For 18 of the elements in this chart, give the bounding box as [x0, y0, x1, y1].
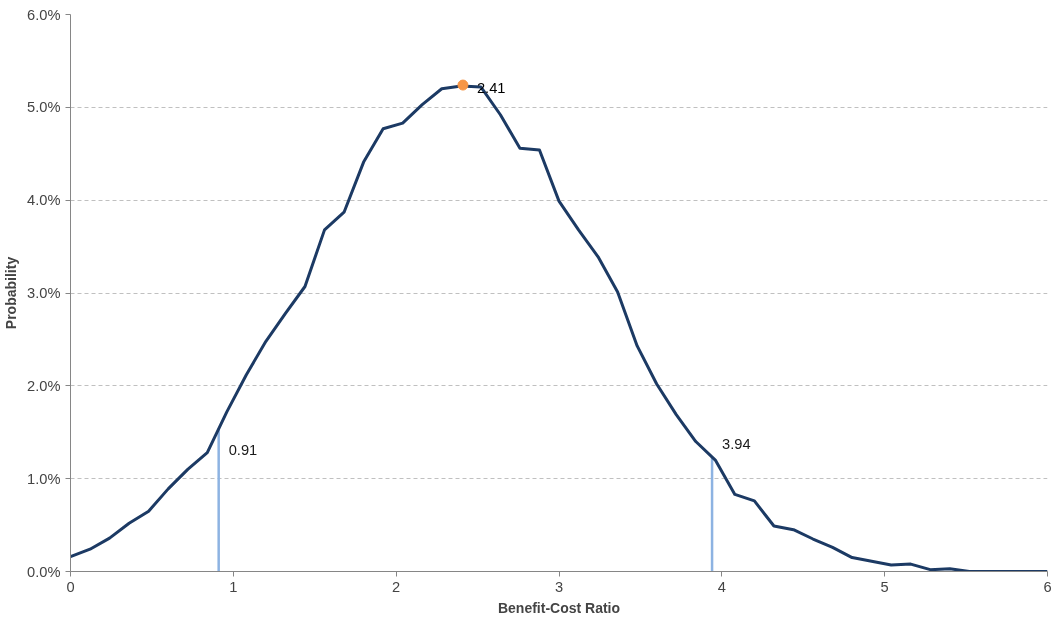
ref-line-label: 0.91	[228, 441, 258, 458]
x-tick-label: 5	[880, 578, 889, 595]
y-tick-label: 5.0%	[27, 99, 61, 116]
y-tick-label: 6.0%	[27, 6, 61, 23]
y-tick-label: 4.0%	[27, 192, 61, 209]
y-tick-label: 1.0%	[27, 470, 61, 487]
y-axis-title: Probability	[3, 256, 20, 330]
x-axis-title: Benefit-Cost Ratio	[497, 599, 621, 616]
x-tick-label: 1	[229, 578, 238, 595]
y-tick-label: 2.0%	[27, 377, 61, 394]
x-tick-label: 2	[392, 578, 401, 595]
y-tick-label: 0.0%	[27, 563, 61, 580]
x-tick-label: 6	[1043, 578, 1052, 595]
x-tick-label: 0	[66, 578, 75, 595]
ref-line-label: 3.94	[722, 436, 751, 453]
x-tick-label: 4	[717, 578, 726, 595]
x-tick-label: 3	[554, 578, 564, 595]
y-tick-label: 3.0%	[27, 285, 61, 301]
